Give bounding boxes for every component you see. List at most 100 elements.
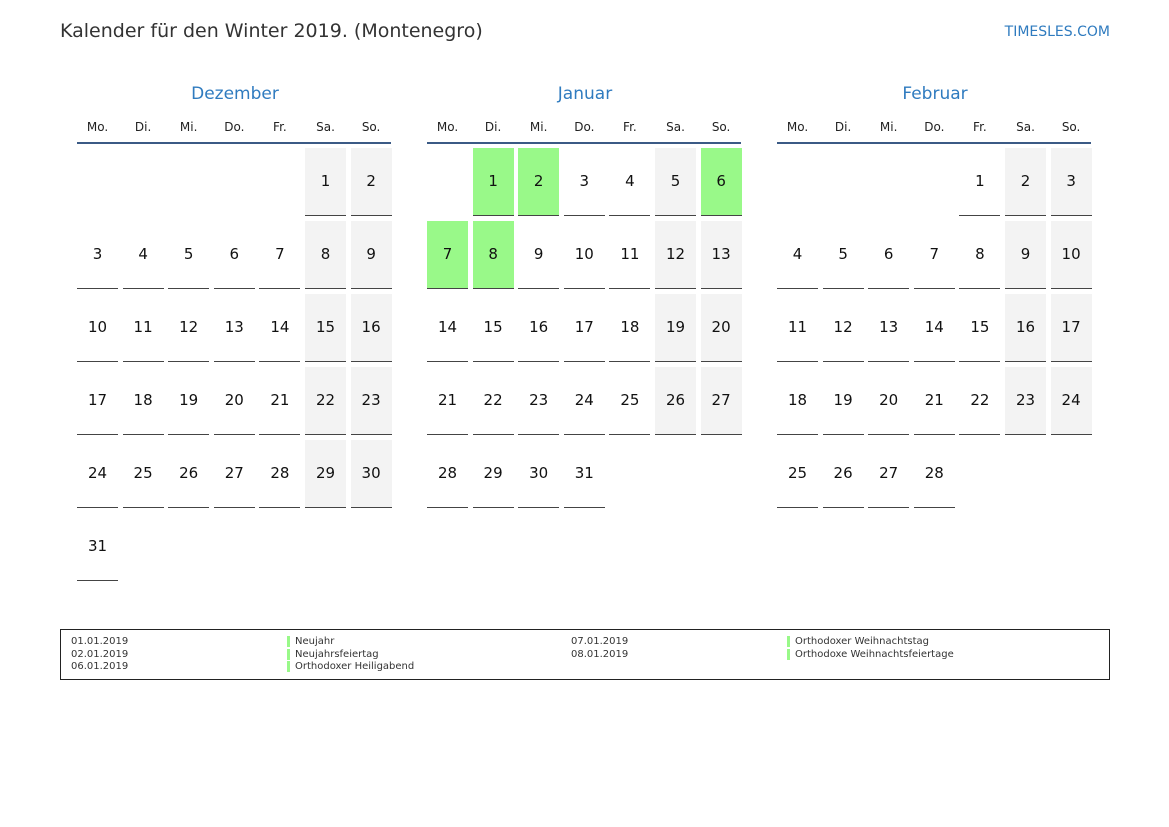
day-cell[interactable]: 22	[959, 367, 1001, 435]
day-cell[interactable]: 10	[1050, 221, 1092, 289]
day-cell[interactable]: 7	[259, 221, 301, 289]
weekday-header: So.	[1061, 120, 1081, 134]
day-cell[interactable]: 4	[777, 221, 818, 289]
weekday-header: Sa.	[316, 120, 335, 134]
day-cell[interactable]: 31	[77, 513, 118, 581]
day-cell[interactable]: 11	[122, 294, 164, 362]
day-cell[interactable]: 11	[777, 294, 818, 362]
day-cell[interactable]: 16	[1005, 294, 1046, 362]
day-cell[interactable]: 9	[518, 221, 560, 289]
day-cell[interactable]: 4	[609, 148, 651, 216]
day-cell[interactable]: 23	[518, 367, 560, 435]
day-cell[interactable]: 13	[213, 294, 255, 362]
day-cell[interactable]: 12	[168, 294, 210, 362]
day-cell[interactable]: 28	[913, 440, 955, 508]
month-name: Januar	[557, 84, 613, 104]
day-cell[interactable]: 30	[518, 440, 560, 508]
day-cell[interactable]: 3	[1050, 148, 1092, 216]
day-cell[interactable]: 30	[350, 440, 392, 508]
day-cell[interactable]: 17	[1050, 294, 1092, 362]
day-cell[interactable]: 6	[700, 148, 742, 216]
day-cell[interactable]: 26	[168, 440, 210, 508]
holiday-name: Orthodoxer Weihnachtstag	[787, 636, 929, 648]
day-cell[interactable]: 18	[122, 367, 164, 435]
day-cell[interactable]: 19	[655, 294, 696, 362]
day-cell[interactable]: 29	[472, 440, 514, 508]
day-cell[interactable]: 16	[518, 294, 560, 362]
day-cell[interactable]: 2	[518, 148, 560, 216]
day-cell[interactable]: 1	[305, 148, 346, 216]
day-cell[interactable]: 12	[655, 221, 696, 289]
day-cell[interactable]: 17	[77, 367, 118, 435]
day-cell[interactable]: 8	[472, 221, 514, 289]
holiday-name: Neujahr	[287, 636, 334, 648]
day-cell[interactable]: 28	[427, 440, 468, 508]
header-divider	[77, 142, 391, 144]
day-cell[interactable]: 15	[472, 294, 514, 362]
day-cell[interactable]: 20	[213, 367, 255, 435]
day-cell[interactable]: 13	[868, 294, 910, 362]
day-cell[interactable]: 9	[350, 221, 392, 289]
day-cell[interactable]: 19	[822, 367, 864, 435]
day-cell[interactable]: 6	[213, 221, 255, 289]
day-cell[interactable]: 21	[427, 367, 468, 435]
day-cell[interactable]: 7	[913, 221, 955, 289]
day-cell[interactable]: 25	[609, 367, 651, 435]
day-cell[interactable]: 15	[305, 294, 346, 362]
site-link[interactable]: TIMESLES.COM	[1004, 24, 1110, 40]
day-cell[interactable]: 3	[563, 148, 605, 216]
day-cell[interactable]: 13	[700, 221, 742, 289]
day-cell[interactable]: 16	[350, 294, 392, 362]
day-cell[interactable]: 26	[655, 367, 696, 435]
day-cell[interactable]: 23	[1005, 367, 1046, 435]
day-cell[interactable]: 21	[259, 367, 301, 435]
day-cell[interactable]: 5	[655, 148, 696, 216]
day-cell[interactable]: 18	[777, 367, 818, 435]
day-cell[interactable]: 14	[427, 294, 468, 362]
day-cell[interactable]: 8	[305, 221, 346, 289]
day-cell[interactable]: 6	[868, 221, 910, 289]
day-cell[interactable]: 15	[959, 294, 1001, 362]
day-cell[interactable]: 25	[777, 440, 818, 508]
day-cell[interactable]: 19	[168, 367, 210, 435]
day-cell[interactable]: 4	[122, 221, 164, 289]
holiday-name: Neujahrsfeiertag	[287, 648, 379, 661]
day-cell[interactable]: 2	[1005, 148, 1046, 216]
day-cell[interactable]: 1	[959, 148, 1001, 216]
day-cell[interactable]: 10	[563, 221, 605, 289]
day-cell[interactable]: 27	[700, 367, 742, 435]
weekday-header: Mo.	[786, 120, 809, 134]
day-cell[interactable]: 8	[959, 221, 1001, 289]
day-cell[interactable]: 9	[1005, 221, 1046, 289]
day-cell[interactable]: 10	[77, 294, 118, 362]
day-cell[interactable]: 14	[913, 294, 955, 362]
holiday-color-marker	[287, 661, 290, 672]
day-cell[interactable]: 11	[609, 221, 651, 289]
day-cell[interactable]: 3	[77, 221, 118, 289]
day-cell[interactable]: 29	[305, 440, 346, 508]
day-cell[interactable]: 21	[913, 367, 955, 435]
day-cell[interactable]: 26	[822, 440, 864, 508]
day-cell[interactable]: 12	[822, 294, 864, 362]
day-cell[interactable]: 27	[868, 440, 910, 508]
day-cell[interactable]: 27	[213, 440, 255, 508]
day-cell[interactable]: 22	[305, 367, 346, 435]
day-cell[interactable]: 24	[77, 440, 118, 508]
day-cell[interactable]: 24	[1050, 367, 1092, 435]
day-cell[interactable]: 24	[563, 367, 605, 435]
day-cell[interactable]: 17	[563, 294, 605, 362]
day-cell[interactable]: 5	[822, 221, 864, 289]
day-cell[interactable]: 5	[168, 221, 210, 289]
day-cell[interactable]: 14	[259, 294, 301, 362]
day-cell[interactable]: 2	[350, 148, 392, 216]
day-cell[interactable]: 7	[427, 221, 468, 289]
day-cell[interactable]: 28	[259, 440, 301, 508]
day-cell[interactable]: 22	[472, 367, 514, 435]
day-cell[interactable]: 18	[609, 294, 651, 362]
day-cell[interactable]: 20	[700, 294, 742, 362]
day-cell[interactable]: 20	[868, 367, 910, 435]
day-cell[interactable]: 25	[122, 440, 164, 508]
day-cell[interactable]: 1	[472, 148, 514, 216]
day-cell[interactable]: 23	[350, 367, 392, 435]
day-cell[interactable]: 31	[563, 440, 605, 508]
